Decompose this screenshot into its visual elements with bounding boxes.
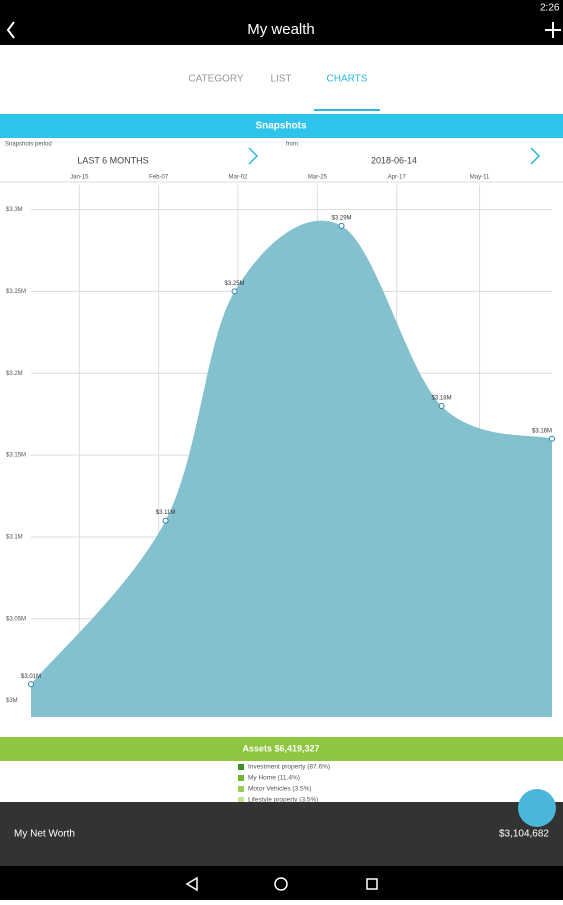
- assets-legend: Investment property (87.6%) My Home (11.4…: [238, 764, 330, 804]
- section-title: Snapshots: [255, 121, 307, 132]
- legend-swatch: [238, 797, 244, 803]
- add-button[interactable]: [545, 22, 561, 38]
- section-bar: [0, 114, 563, 138]
- x-tick-label: Mar-25: [308, 175, 328, 181]
- legend-swatch: [238, 764, 244, 770]
- legend-swatch: [238, 786, 244, 792]
- area: [31, 220, 552, 717]
- assets-bar: [0, 737, 563, 761]
- x-tick-label: Apr-17: [388, 175, 407, 181]
- data-label: $3.11M: [156, 510, 176, 516]
- period-chevron[interactable]: [248, 147, 259, 165]
- y-tick-label: $3.3M: [6, 207, 23, 213]
- point: [338, 222, 345, 229]
- legend-label: Investment property (87.6%): [248, 764, 330, 771]
- data-label: $3.29M: [332, 216, 352, 222]
- chart: $3M $3.05M $3.1M $3.15M $3.2M $3.25M $3.3M Jan-…: [0, 175, 563, 717]
- y-tick-label: $3M: [6, 698, 18, 704]
- app-title: My wealth: [247, 21, 315, 38]
- tab-active[interactable]: CHARTS: [327, 74, 368, 85]
- legend-label: Lifestyle property (3.5%): [248, 797, 318, 804]
- assets-title: Assets $6,419,327: [242, 743, 319, 753]
- data-label: $3.01M: [21, 674, 41, 680]
- x-tick-label: Mar-02: [229, 175, 249, 181]
- from-value[interactable]: 2018-06-14: [371, 155, 417, 165]
- x-tick-label: Feb-07: [149, 175, 169, 181]
- nav-back[interactable]: [185, 876, 198, 892]
- point: [549, 435, 555, 442]
- data-label: $3.25M: [225, 281, 245, 287]
- point: [162, 517, 169, 524]
- data-label: $3.18M: [432, 396, 452, 402]
- top-bar: [0, 0, 563, 45]
- status-time: 2:26: [540, 3, 560, 14]
- net-worth-label: My Net Worth: [14, 829, 75, 840]
- nav-recent[interactable]: [366, 878, 378, 890]
- legend-swatch: [238, 775, 244, 781]
- data-label: $3.16M: [532, 428, 552, 434]
- tab[interactable]: CATEGORY: [188, 74, 244, 85]
- y-tick-label: $3.05M: [6, 616, 26, 622]
- legend-label: My Home (11.4%): [248, 775, 300, 782]
- back-button[interactable]: [6, 21, 15, 39]
- point: [28, 681, 34, 688]
- x-tick-label: Jan-15: [70, 175, 89, 181]
- period-value[interactable]: LAST 6 MONTHS: [77, 155, 148, 165]
- bottom-bar: [0, 802, 563, 866]
- point: [231, 288, 238, 295]
- fab[interactable]: [518, 789, 556, 827]
- x-tick-label: May-11: [470, 175, 490, 181]
- y-tick-label: $3.2M: [6, 371, 23, 377]
- period-label: Snapshots period: [5, 142, 52, 148]
- tab-indicator: [314, 109, 380, 111]
- y-tick-label: $3.1M: [6, 535, 23, 541]
- nav-home[interactable]: [274, 877, 288, 891]
- from-chevron[interactable]: [530, 147, 541, 165]
- y-tick-label: $3.15M: [6, 453, 26, 459]
- nav-bar: [0, 866, 563, 900]
- y-tick-label: $3.25M: [6, 289, 26, 295]
- net-worth-value: $3,104,682: [499, 829, 549, 840]
- legend-label: Motor Vehicles (3.5%): [248, 786, 312, 793]
- from-label: from: [286, 142, 298, 148]
- tab[interactable]: LIST: [270, 74, 291, 85]
- point: [438, 402, 445, 409]
